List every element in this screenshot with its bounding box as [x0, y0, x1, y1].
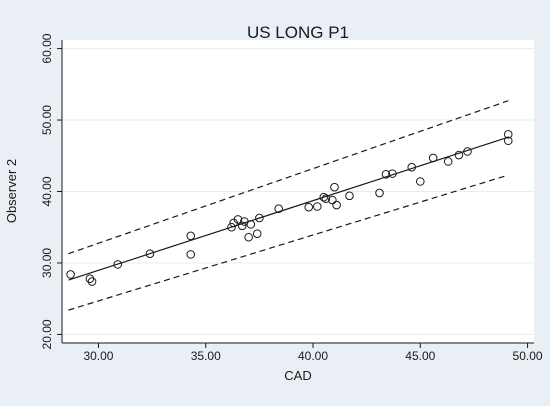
data-point [274, 204, 283, 213]
data-point [463, 147, 472, 156]
y-tick-label: 50.00 [40, 105, 54, 135]
data-point [113, 260, 123, 269]
data-point [503, 130, 513, 139]
data-point [319, 192, 329, 202]
data-point [246, 220, 256, 229]
data-points [66, 130, 513, 286]
x-axis-label: CAD [284, 368, 311, 383]
data-point [345, 191, 354, 201]
y-axis-label: Observer 2 [4, 159, 19, 223]
x-tick-label: 35.00 [191, 349, 221, 363]
chart-title: US LONG P1 [247, 23, 349, 42]
data-point [428, 153, 438, 163]
axis-ticks: 20.00 30.00 40.00 50.00 60.00 30.00 35.00 40.00… [40, 33, 543, 363]
data-point [454, 150, 464, 160]
y-tick-label: 60.00 [40, 33, 54, 63]
x-tick-label: 50.00 [513, 349, 543, 363]
data-point [244, 232, 253, 242]
data-point [388, 169, 397, 178]
data-point [304, 202, 314, 212]
data-point [503, 136, 513, 146]
y-tick-label: 20.00 [40, 319, 54, 349]
data-point [332, 200, 341, 210]
data-point [145, 249, 155, 258]
data-point [375, 188, 384, 198]
y-tick-label: 40.00 [40, 176, 54, 206]
data-point [87, 277, 97, 286]
x-tick-label: 40.00 [298, 349, 328, 363]
y-tick-label: 30.00 [40, 248, 54, 278]
data-point [313, 202, 322, 211]
data-point [85, 274, 95, 283]
data-point [227, 222, 236, 232]
data-point [415, 177, 425, 186]
data-point [186, 231, 196, 241]
x-tick-label: 30.00 [83, 349, 113, 363]
data-point [328, 195, 337, 205]
data-point [237, 221, 247, 231]
data-point [255, 213, 264, 223]
x-tick-label: 45.00 [405, 349, 435, 363]
upper-band-line [68, 100, 509, 255]
data-point [66, 270, 75, 279]
data-point [381, 170, 391, 179]
data-point [252, 229, 262, 238]
lower-band-line [68, 174, 509, 311]
data-point [443, 157, 453, 166]
data-point [233, 215, 243, 224]
data-point [186, 250, 196, 259]
data-point [321, 194, 331, 203]
data-point [407, 162, 417, 172]
data-point [330, 182, 339, 192]
